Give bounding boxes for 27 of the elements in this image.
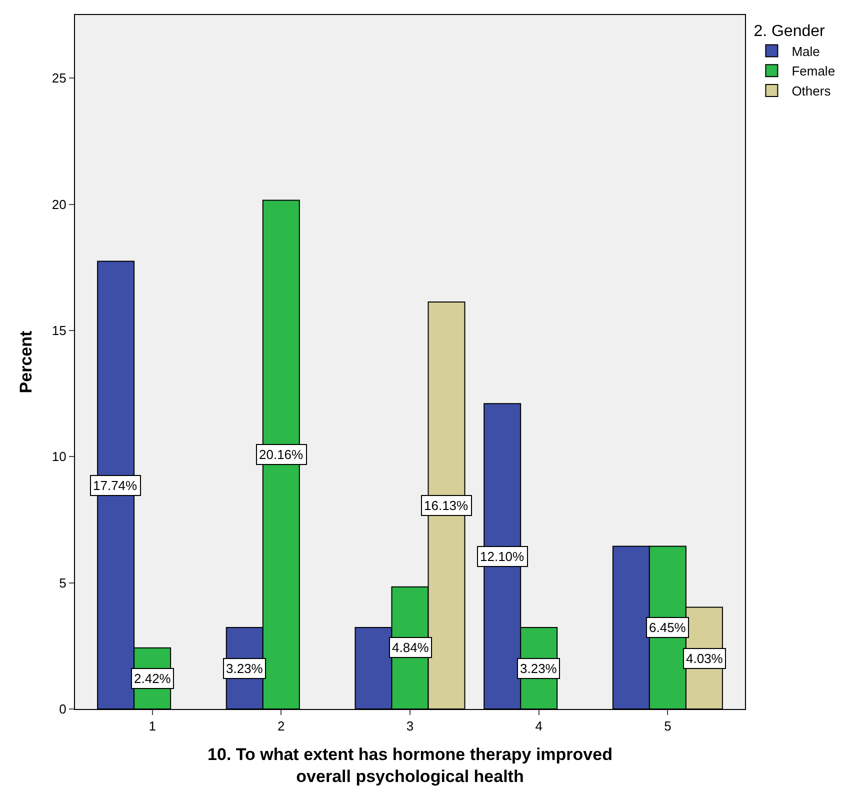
data-label: 12.10% [480,549,525,564]
y-axis-title: Percent [16,330,36,394]
y-tick-label: 5 [59,575,66,590]
data-label: 20.16% [259,447,304,462]
x-tick-label: 4 [535,718,542,734]
x-axis-title: 10. To what extent has hormone therapy improved overall psychological health [208,745,612,786]
x-tick-label: 2 [278,718,285,734]
y-tick-label: 25 [52,70,66,86]
legend-label: Others [792,84,832,99]
data-label: 16.13% [424,498,469,513]
data-label: 17.74% [93,478,138,493]
data-label: 3.23% [520,661,558,676]
y-tick-label: 10 [52,449,66,464]
y-tick-label: 15 [52,323,66,338]
legend-label: Male [792,44,820,59]
x-tick-label: 5 [664,718,672,734]
data-label: 6.45% [649,620,686,635]
y-tick-label: 20 [52,196,66,212]
data-label: 2.42% [134,671,172,686]
data-label: 4.03% [686,651,724,666]
x-tick-label: 3 [406,718,414,734]
data-label: 3.23% [226,661,264,676]
y-tick-label: 0 [59,702,66,717]
data-label: 4.84% [392,640,430,655]
legend-label: Female [792,64,836,79]
x-tick-label: 1 [148,718,156,734]
legend-title: 2. Gender [754,22,826,40]
